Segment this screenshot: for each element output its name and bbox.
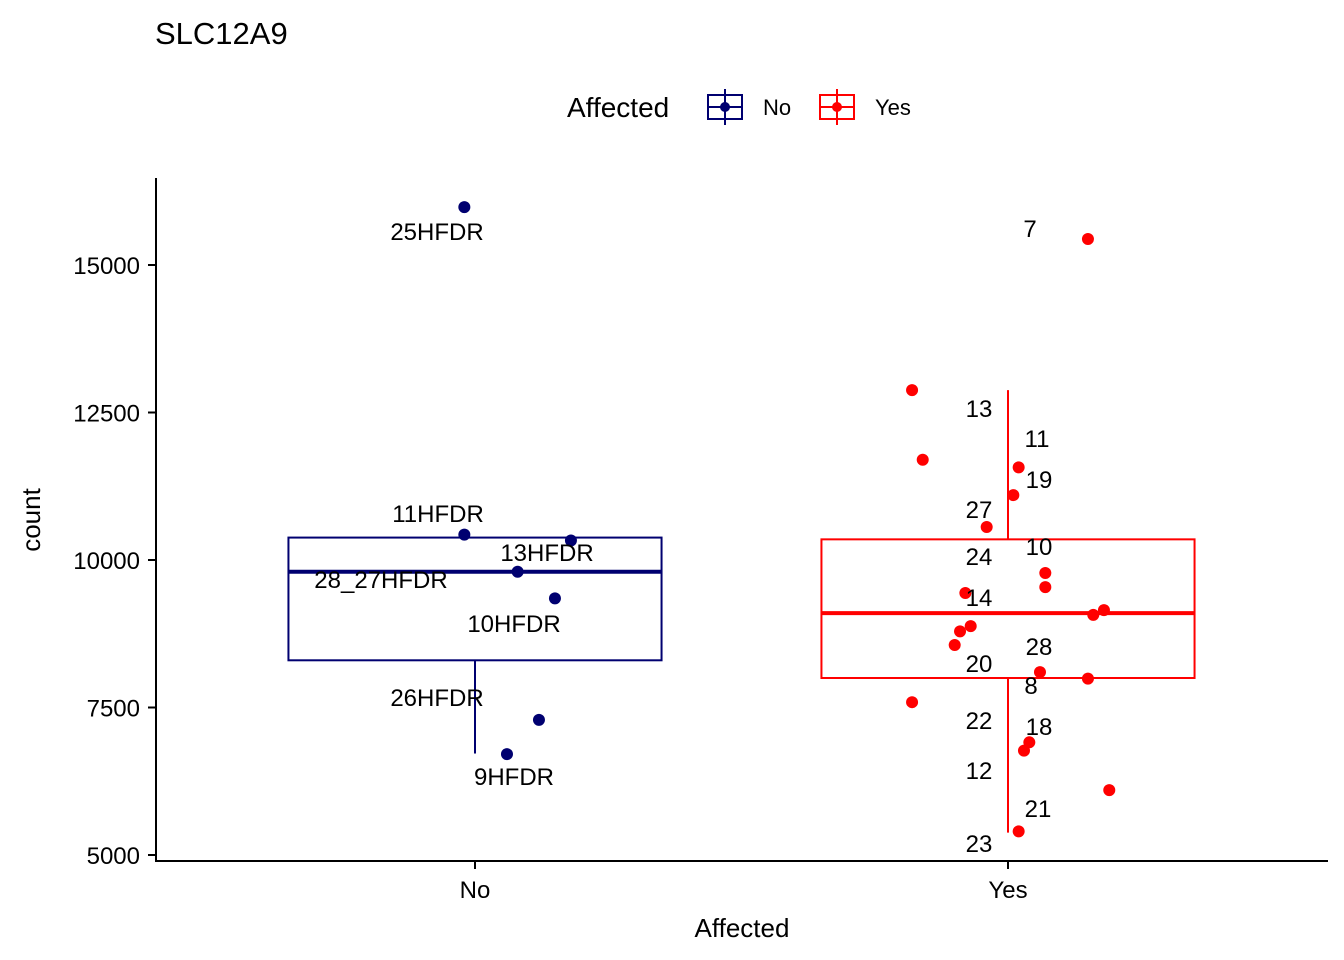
point-no-6 [500,748,513,761]
point-label-10: 10 [1026,534,1053,561]
series-yes: 7 13 11 19 27 10 24 14 28 20 8 22 18 12 21 23 [820,216,1196,858]
y-tick-label-5000: 5000 [87,843,140,870]
point-label-9hfdr: 9HFDR [474,764,554,791]
point-label-11: 11 [1025,426,1050,453]
point-no-4 [548,592,561,605]
point-yes-16 [906,696,919,709]
point-yes-20 [1012,825,1025,838]
series-no: 25HFDR 11HFDR 13HFDR 28_27HFDR 10HFDR 26HFDR 9… [287,201,663,791]
point-label-13hfdr: 13HFDR [500,540,593,567]
point-yes-3 [1012,461,1025,474]
point-label-28-27hfdr: 28_27HFDR [314,567,447,594]
legend: Affected No Yes [567,89,911,125]
plot-area: 25HFDR 11HFDR 13HFDR 28_27HFDR 10HFDR 26HFDR 9… [287,201,1196,858]
legend-entry-no: No [707,89,791,125]
point-no-1 [458,528,471,541]
point-yes-7 [1039,581,1052,594]
legend-title: Affected [567,92,669,123]
point-yes-14 [1033,666,1046,679]
legend-label-yes: Yes [875,95,911,120]
point-yes-13 [948,638,961,651]
y-axis-title: count [16,487,46,551]
point-yes-6 [1039,566,1052,579]
x-tick-label-yes: Yes [988,877,1027,904]
x-axis-title: Affected [695,913,790,943]
point-label-24: 24 [966,544,993,571]
legend-key-point-no [720,102,730,112]
point-yes-11 [964,620,977,633]
chart-title: SLC12A9 [155,16,288,51]
point-yes-1 [906,384,919,397]
point-yes-4 [1007,489,1020,502]
point-label-7: 7 [1023,216,1036,243]
y-tick-label-7500: 7500 [87,696,140,723]
point-yes-19 [1103,784,1116,797]
x-tick-label-no: No [460,877,491,904]
point-yes-8 [959,587,972,600]
point-label-12: 12 [966,758,993,785]
point-yes-2 [916,453,929,466]
point-label-10hfdr: 10HFDR [467,611,560,638]
axes [155,178,1328,862]
point-yes-9 [1097,604,1110,617]
point-label-28: 28 [1026,634,1053,661]
point-label-19: 19 [1026,467,1053,494]
point-label-14: 14 [966,585,993,612]
point-label-11hfdr: 11HFDR [392,501,484,528]
point-yes-5 [980,520,993,533]
point-yes-15 [1081,672,1094,685]
legend-key-point-yes [832,102,842,112]
point-label-13: 13 [966,396,993,423]
point-label-25hfdr: 25HFDR [390,219,483,246]
box-no [287,536,663,662]
y-tick-label-15000: 15000 [73,253,140,280]
point-label-18: 18 [1026,714,1053,741]
point-label-20: 20 [966,651,993,678]
point-no-0 [458,201,471,214]
point-yes-10 [1087,608,1100,621]
point-label-23: 23 [966,831,993,858]
point-label-26hfdr: 26HFDR [390,685,483,712]
point-label-22: 22 [966,708,993,735]
legend-label-no: No [763,95,791,120]
point-label-27: 27 [966,497,993,524]
point-yes-12 [954,625,967,638]
point-no-3 [511,565,524,578]
y-tick-label-12500: 12500 [73,401,140,428]
point-no-2 [564,534,577,547]
point-label-21: 21 [1025,796,1052,823]
point-label-8: 8 [1024,673,1037,700]
box-yes [820,538,1196,679]
y-tick-label-10000: 10000 [73,548,140,575]
point-no-5 [532,713,545,726]
point-yes-0 [1081,233,1094,246]
legend-entry-yes: Yes [819,89,911,125]
point-yes-18 [1017,744,1030,757]
